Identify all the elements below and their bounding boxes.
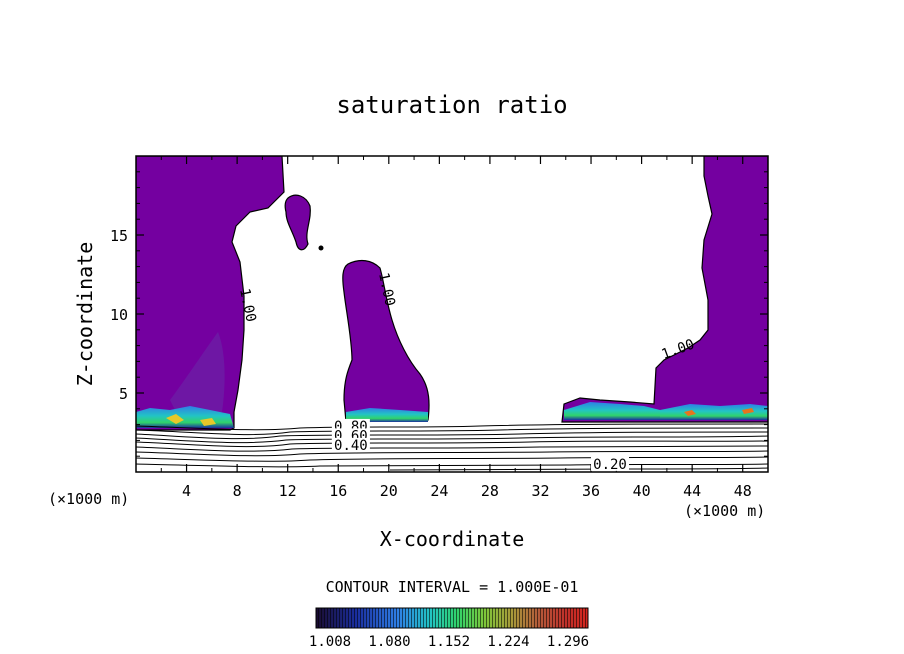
y-axis-label: Z-coordinate	[73, 242, 97, 387]
contour-lines	[136, 423, 768, 471]
contour-line	[136, 440, 768, 448]
supersaturated-region-center	[342, 259, 430, 423]
colorbar-tick-label: 1.008	[309, 634, 351, 650]
supersaturated-region-right	[561, 156, 768, 423]
contour-line	[136, 427, 768, 436]
x-tick-label: 12	[279, 482, 297, 500]
x-tick-label: 24	[430, 482, 448, 500]
x-tick-label: 32	[531, 482, 549, 500]
colorbar-tick-label: 1.152	[428, 634, 470, 650]
colorbar-tick-label: 1.224	[487, 634, 529, 650]
hot-band-right-2	[660, 404, 768, 420]
x-tick-label: 16	[329, 482, 347, 500]
x-unit-right: (×1000 m)	[684, 502, 765, 520]
colorbar-ticks: 1.008 1.080 1.152 1.224 1.296	[309, 634, 589, 650]
x-axis-label: X-coordinate	[380, 527, 525, 551]
hot-core-left	[166, 414, 216, 426]
contour-line	[389, 467, 768, 471]
y-ticks: 5 10 15	[110, 171, 768, 457]
x-tick-label: 28	[481, 482, 499, 500]
contour-line	[136, 431, 768, 440]
contour-label-bg	[331, 437, 370, 452]
hot-core-right	[684, 408, 754, 416]
x-ticks: 4 8 12 16 20 24 28 32 36 40 44 48	[160, 156, 752, 500]
x-tick-label: 20	[380, 482, 398, 500]
contour-label: 1.00	[375, 271, 398, 307]
x-tick-label: 36	[582, 482, 600, 500]
contour-label: 1.00	[236, 287, 259, 323]
y-tick-label: 15	[110, 227, 128, 245]
colorbar-tick-label: 1.296	[547, 634, 589, 650]
y-tick-label: 5	[119, 385, 128, 403]
x-tick-label: 48	[734, 482, 752, 500]
chart-title: saturation ratio	[336, 91, 567, 119]
contour-interval-label: CONTOUR INTERVAL = 1.000E-01	[326, 578, 579, 596]
small-contour-dot	[318, 245, 324, 251]
contour-line	[136, 456, 768, 462]
y-tick-label: 10	[110, 306, 128, 324]
contour-line	[136, 445, 768, 452]
contour-line	[136, 450, 768, 457]
contour-label: 0.20	[593, 457, 627, 473]
colorbar: 1.008 1.080 1.152 1.224 1.296	[309, 607, 589, 650]
contour-line	[136, 463, 768, 468]
supersaturated-region-left	[136, 156, 285, 431]
contour-label: 0.40	[334, 438, 368, 454]
contour-line	[136, 423, 768, 431]
x-unit-left: (×1000 m)	[48, 490, 129, 508]
supersaturated-region-fragment	[284, 194, 311, 251]
contour-line	[136, 435, 768, 444]
colorbar-tick-label: 1.080	[368, 634, 410, 650]
x-tick-label: 40	[633, 482, 651, 500]
saturation-field	[136, 156, 768, 471]
subsaturated-patch-left	[170, 332, 225, 412]
hot-band-right-1	[564, 402, 660, 420]
x-tick-label: 4	[182, 482, 191, 500]
colorbar-lines	[316, 608, 588, 628]
x-tick-label: 8	[233, 482, 242, 500]
colorbar-frame	[315, 607, 589, 629]
contour-label-bg	[591, 456, 629, 471]
x-tick-label: 44	[683, 482, 701, 500]
hot-band-center	[346, 408, 428, 422]
